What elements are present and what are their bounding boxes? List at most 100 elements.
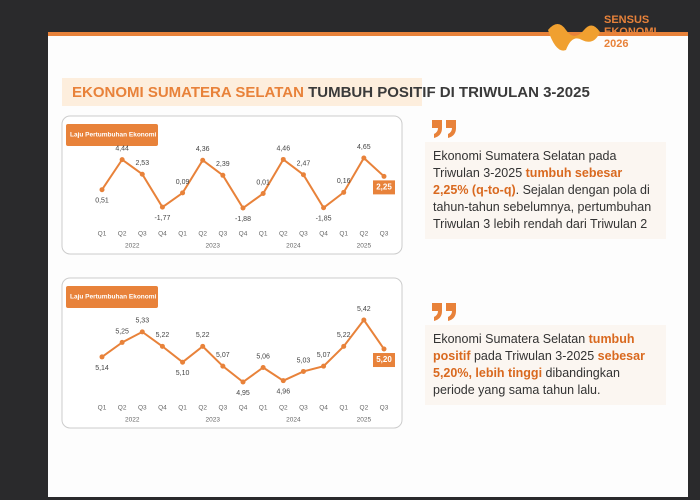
point <box>180 359 186 365</box>
point <box>361 317 367 323</box>
point <box>220 172 226 178</box>
value-label: 0,01 <box>256 179 270 186</box>
point <box>381 346 387 352</box>
x-tick-label: Q1 <box>339 405 348 412</box>
value-label: 5,06 <box>256 353 270 360</box>
value-label: 4,36 <box>196 146 210 153</box>
title-highlight: EKONOMI SUMATERA SELATAN <box>72 84 304 101</box>
x-tick-label: Q1 <box>98 231 107 238</box>
point <box>321 205 327 211</box>
point <box>280 156 286 162</box>
year-label: 2025 <box>357 243 372 250</box>
point <box>180 190 186 196</box>
point <box>159 204 165 210</box>
x-tick-label: Q3 <box>138 231 147 238</box>
x-tick-label: Q3 <box>380 405 389 412</box>
quote-text: Ekonomi Sumatera Selatan <box>433 332 589 346</box>
value-label: 4,46 <box>276 145 290 152</box>
year-label: 2022 <box>125 243 140 250</box>
x-tick-label: Q4 <box>158 405 167 412</box>
point <box>300 368 306 374</box>
value-label: 2,53 <box>135 160 149 167</box>
value-label: -1,77 <box>154 215 170 222</box>
value-label: 5,07 <box>317 352 331 359</box>
point <box>200 157 206 163</box>
value-label: 0,16 <box>337 178 351 185</box>
point <box>119 157 125 163</box>
point <box>321 363 327 369</box>
point <box>260 364 266 370</box>
value-label: 5,22 <box>196 332 210 339</box>
value-label: 2,47 <box>297 161 311 168</box>
point <box>260 191 266 197</box>
x-tick-label: Q1 <box>178 405 187 412</box>
chart-title: Laju Pertumbuhan Ekonomi (%, q-to-q) <box>70 132 190 139</box>
quote: Ekonomi Sumatera Selatan tumbuh positif … <box>425 325 666 405</box>
x-tick-label: Q3 <box>219 405 228 412</box>
point <box>280 378 286 384</box>
point <box>300 172 306 178</box>
value-label: 5,33 <box>135 318 149 325</box>
title: EKONOMI SUMATERA SELATAN TUMBUH POSITIF … <box>72 84 590 101</box>
point <box>200 343 206 349</box>
quote-text: . Sejalan dengan pola di tahun-tahun seb… <box>433 183 652 231</box>
chart-title: Laju Pertumbuhan Ekonomi (%, y-on-y) <box>70 294 191 301</box>
value-label: 5,22 <box>156 332 170 339</box>
point <box>381 173 387 179</box>
value-label: 5,03 <box>297 357 311 364</box>
point <box>99 354 105 360</box>
logo-text: EKONOMI <box>604 26 657 38</box>
point <box>139 171 145 177</box>
value-label: 5,10 <box>176 370 190 377</box>
value-label: 4,95 <box>236 390 250 397</box>
point <box>341 189 347 195</box>
x-tick-label: Q4 <box>158 231 167 238</box>
x-tick-label: Q3 <box>299 405 308 412</box>
x-tick-label: Q1 <box>98 405 107 412</box>
value-label: 5,42 <box>357 306 371 313</box>
x-tick-label: Q1 <box>178 231 187 238</box>
year-label: 2024 <box>286 417 301 424</box>
value-label: -1,85 <box>316 216 332 223</box>
value-label: 5,25 <box>115 328 129 335</box>
x-tick-label: Q4 <box>319 405 328 412</box>
quote: Ekonomi Sumatera Selatan pada Triwulan 3… <box>425 142 666 239</box>
value-label: 0,51 <box>95 198 109 205</box>
x-tick-label: Q1 <box>259 231 268 238</box>
value-label: 5,14 <box>95 365 109 372</box>
x-tick-label: Q2 <box>198 405 207 412</box>
quote-bold: tumbuh sebesar 2,25% (q-to-q) <box>433 166 623 197</box>
x-tick-label: Q3 <box>219 231 228 238</box>
value-label: 5,07 <box>216 352 230 359</box>
x-tick-label: Q2 <box>118 405 127 412</box>
point <box>119 339 125 345</box>
highlight-bg <box>373 353 395 368</box>
x-tick-label: Q3 <box>380 231 389 238</box>
value-label: -1,88 <box>235 216 251 223</box>
quote-bold: sebesar 5,20%, lebih tinggi <box>433 349 645 380</box>
chart-title-bg <box>66 124 158 146</box>
value-label: 4,96 <box>276 389 290 396</box>
year-label: 2023 <box>206 243 221 250</box>
logo-text: 2026 <box>604 38 629 50</box>
point <box>240 205 246 211</box>
x-tick-label: Q2 <box>279 405 288 412</box>
value-label: 5,22 <box>337 332 351 339</box>
quote-text: pada Triwulan 3-2025 <box>470 349 598 363</box>
x-tick-label: Q2 <box>279 231 288 238</box>
x-tick-label: Q4 <box>239 405 248 412</box>
x-tick-label: Q2 <box>360 405 369 412</box>
year-label: 2024 <box>286 243 301 250</box>
title-rest: TUMBUH POSITIF DI TRIWULAN 3-2025 <box>308 84 590 101</box>
value-label: 0,09 <box>176 179 190 186</box>
year-label: 2022 <box>125 417 140 424</box>
title-bg <box>62 78 422 106</box>
quote-mark <box>432 303 456 321</box>
quote-mark <box>432 120 456 138</box>
year-label: 2023 <box>206 417 221 424</box>
value-label: 2,39 <box>216 161 230 168</box>
point <box>240 379 246 385</box>
x-tick-label: Q2 <box>360 231 369 238</box>
